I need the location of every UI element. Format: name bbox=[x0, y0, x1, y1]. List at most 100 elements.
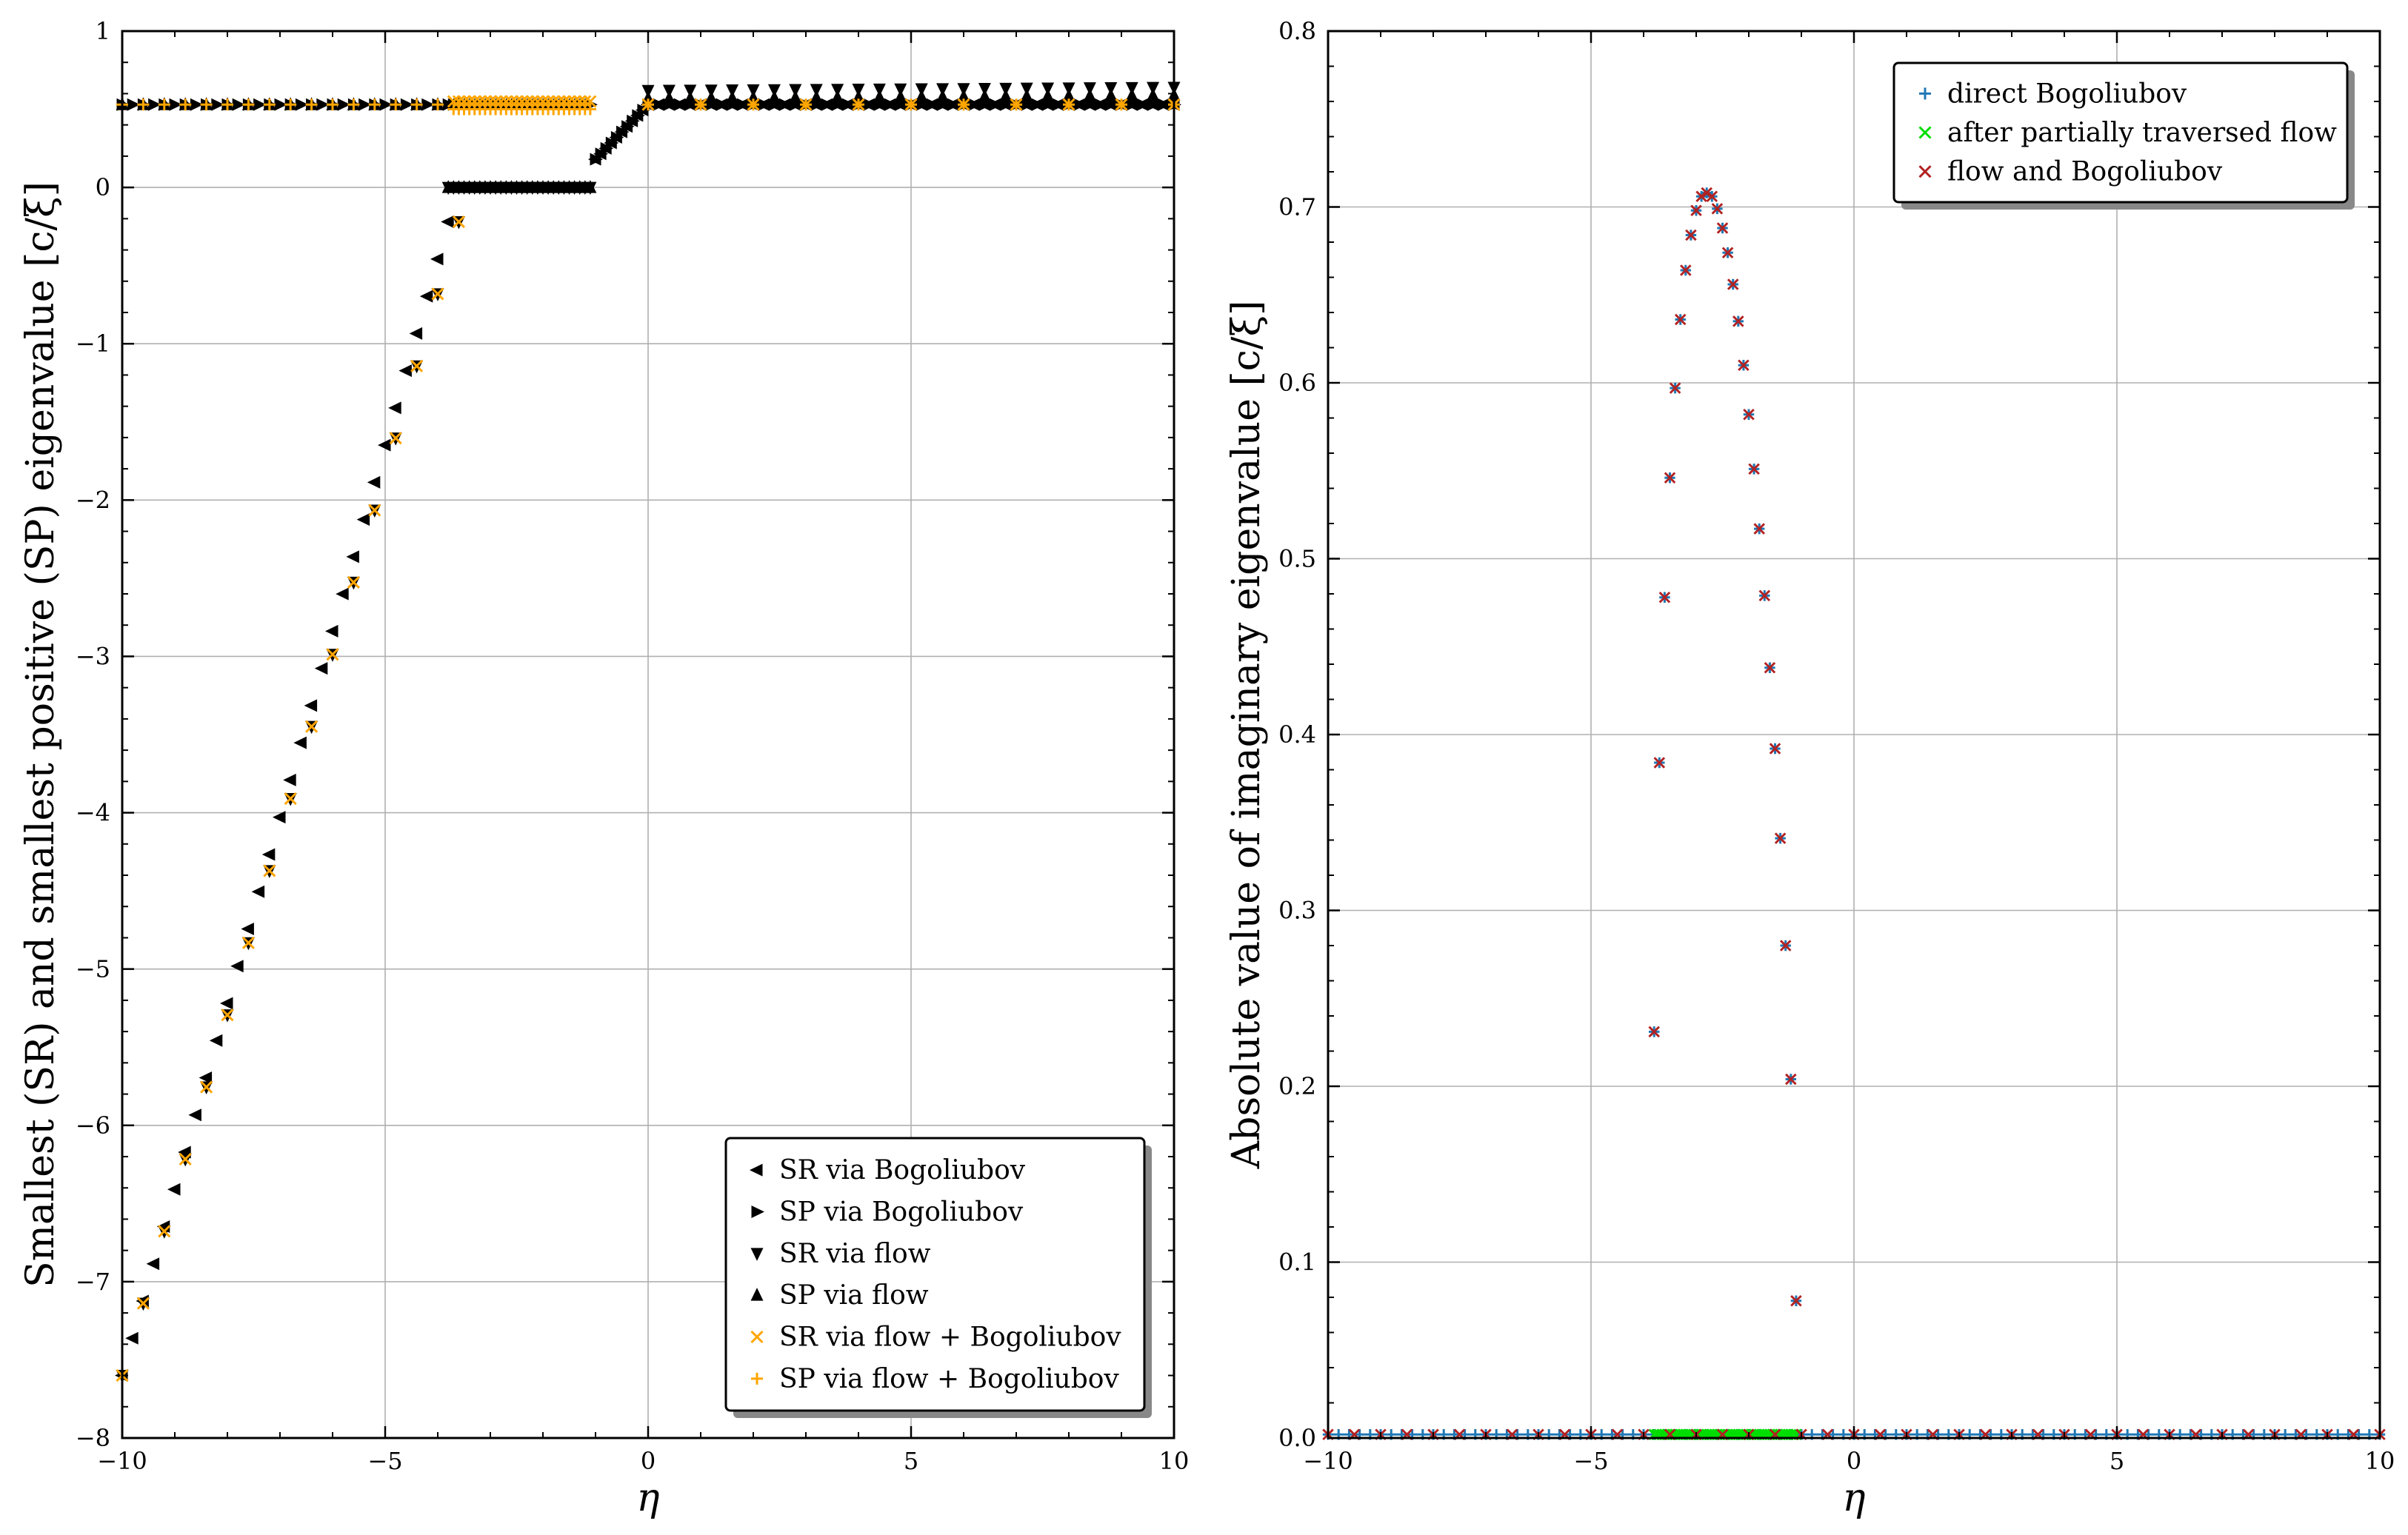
data-point-sp-via-bogoliubov bbox=[1158, 98, 1171, 111]
data-point-sp-via-flow bbox=[584, 180, 597, 193]
left-y-tick-label: 1 bbox=[96, 17, 110, 45]
data-point-sp-via-bogoliubov bbox=[253, 98, 267, 111]
data-point-sp-via-bogoliubov bbox=[316, 98, 330, 111]
right-y-tick-label: 0.3 bbox=[1278, 897, 1316, 925]
right-y-axis-label: Absolute value of imaginary eigenvalue [… bbox=[1224, 301, 1269, 1170]
data-point-flow-and-bogoliubov bbox=[1706, 190, 1718, 203]
left-y-axis-label: Smallest (SR) and smallest positive (SP)… bbox=[19, 181, 63, 1288]
data-point-sp-via-flow-bogoliubov bbox=[284, 98, 297, 111]
data-point-sp-via-bogoliubov bbox=[1147, 98, 1161, 111]
data-point-flow-and-bogoliubov bbox=[1732, 315, 1744, 327]
data-point-sr-via-bogoliubov bbox=[378, 438, 391, 452]
data-point-sp-via-bogoliubov bbox=[884, 98, 898, 111]
data-point-sr-via-bogoliubov bbox=[304, 699, 318, 712]
data-point-flow-and-bogoliubov bbox=[1743, 408, 1755, 421]
data-point-sr-via-flow-bogoliubov bbox=[368, 504, 381, 517]
data-point-sr-via-bogoliubov bbox=[430, 253, 444, 266]
data-point-sp-via-flow bbox=[831, 90, 844, 103]
data-point-sp-via-flow bbox=[999, 88, 1013, 102]
data-point-sp-via-flow bbox=[1062, 88, 1075, 101]
data-point-sr-via-flow-bogoliubov bbox=[473, 95, 487, 108]
data-point-sr-via-flow-bogoliubov bbox=[578, 95, 592, 108]
left-y-tick-label: −7 bbox=[76, 1268, 110, 1296]
data-point-flow-and-bogoliubov bbox=[1648, 1026, 1661, 1038]
data-point-sp-via-flow-bogoliubov bbox=[642, 98, 654, 111]
right-y-tick-label: 0.8 bbox=[1278, 17, 1316, 45]
data-point-sp-via-bogoliubov bbox=[947, 98, 961, 111]
data-point-sr-via-bogoliubov bbox=[325, 624, 338, 638]
data-point-sr-via-flow-bogoliubov bbox=[389, 432, 402, 445]
data-point-sr-via-flow-bogoliubov bbox=[410, 359, 424, 372]
data-point-sp-via-flow bbox=[873, 89, 886, 103]
data-point-flow-and-bogoliubov bbox=[1679, 264, 1692, 276]
data-point-sp-via-bogoliubov bbox=[968, 98, 982, 111]
data-point-sr-via-bogoliubov bbox=[367, 475, 381, 489]
data-point-sp-via-flow bbox=[684, 90, 697, 104]
data-point-sp-via-flow bbox=[810, 90, 823, 103]
data-point-sr-via-bogoliubov bbox=[356, 513, 370, 526]
data-point-sr-via-bogoliubov bbox=[241, 922, 254, 935]
data-point-sp-via-bogoliubov bbox=[1053, 98, 1066, 111]
data-point-sp-via-flow-bogoliubov bbox=[158, 98, 170, 111]
right-x-axis-label: η bbox=[1842, 1476, 1865, 1520]
data-point-sr-via-bogoliubov bbox=[167, 1183, 181, 1196]
data-point-flow-and-bogoliubov bbox=[1716, 222, 1729, 234]
data-point-sp-via-flow bbox=[978, 89, 991, 102]
left-chart-data-marks bbox=[115, 81, 1181, 1383]
data-point-sp-via-bogoliubov bbox=[337, 98, 351, 111]
data-point-sp-via-bogoliubov bbox=[295, 98, 309, 111]
data-point-sp-via-flow bbox=[767, 90, 781, 104]
data-point-sp-via-flow bbox=[1041, 88, 1055, 102]
legend-label-sr-via-bogoliubov: SR via Bogoliubov bbox=[779, 1155, 1026, 1185]
legend-marker-sr-via-bogoliubov bbox=[750, 1163, 763, 1177]
data-point-sr-via-bogoliubov bbox=[125, 1331, 139, 1345]
data-point-sr-via-bogoliubov bbox=[419, 290, 433, 303]
data-point-sr-via-flow-bogoliubov bbox=[452, 215, 465, 229]
data-point-sp-via-flow-bogoliubov bbox=[432, 98, 444, 111]
data-point-sr-via-flow-bogoliubov bbox=[158, 1225, 171, 1238]
legend-marker-sp-via-bogoliubov bbox=[751, 1205, 764, 1218]
left-y-tick-label: −5 bbox=[76, 955, 110, 983]
right-y-tick-label: 0.4 bbox=[1278, 720, 1316, 749]
data-point-sr-via-bogoliubov bbox=[199, 1071, 213, 1084]
data-point-flow-and-bogoliubov bbox=[1664, 472, 1676, 484]
data-point-sr-via-flow-bogoliubov bbox=[489, 95, 502, 108]
left-y-tick-label: −4 bbox=[76, 799, 110, 827]
right-y-tick-label: 0.2 bbox=[1278, 1072, 1316, 1100]
data-point-sp-via-flow-bogoliubov bbox=[179, 98, 192, 111]
left-x-tick-label: −5 bbox=[367, 1447, 402, 1475]
right-chart-panel: −10 −5 0 5 10 0.0 0.1 0.2 0.3 0.4 0.5 0.6 0.7 0.8 η A… bbox=[1224, 17, 2395, 1520]
left-y-tick-label: −1 bbox=[76, 330, 110, 358]
legend-label-sr-via-flow: SR via flow bbox=[779, 1239, 931, 1269]
legend-marker-after-partially-traversed-flow bbox=[1918, 126, 1932, 139]
data-point-sp-via-flow-bogoliubov bbox=[800, 98, 812, 111]
right-y-tick-label: 0.5 bbox=[1278, 545, 1316, 573]
right-legend-box bbox=[1892, 61, 2349, 204]
data-point-flow-and-bogoliubov bbox=[1758, 589, 1771, 602]
data-point-sp-via-flow bbox=[1020, 88, 1033, 102]
data-point-flow-and-bogoliubov bbox=[1685, 229, 1697, 241]
data-point-sr-via-flow-bogoliubov bbox=[347, 575, 360, 589]
left-legend-box bbox=[724, 1137, 1146, 1412]
data-point-sp-via-bogoliubov bbox=[1084, 98, 1098, 111]
data-point-sp-via-bogoliubov bbox=[127, 98, 141, 111]
data-point-flow-and-bogoliubov bbox=[1674, 313, 1687, 326]
data-point-sp-via-bogoliubov bbox=[653, 98, 667, 111]
data-point-sr-via-flow-bogoliubov bbox=[263, 864, 276, 877]
data-point-sp-via-bogoliubov bbox=[716, 98, 730, 111]
data-point-sr-via-flow-bogoliubov bbox=[478, 95, 492, 108]
left-chart-panel: −10 −5 0 5 10−8−7−6−5−4−3−2−101 η Smallest (… bbox=[19, 17, 1189, 1520]
data-point-sp-via-flow-bogoliubov bbox=[390, 98, 402, 111]
left-y-tick-label: −2 bbox=[76, 486, 110, 514]
data-point-sr-via-flow-bogoliubov bbox=[562, 95, 576, 108]
right-y-tick-label: 0.6 bbox=[1278, 369, 1316, 397]
data-point-flow-and-bogoliubov bbox=[1738, 359, 1750, 372]
data-point-flow-and-bogoliubov bbox=[1658, 591, 1671, 603]
data-point-sp-via-flow-bogoliubov bbox=[137, 98, 150, 111]
data-point-sp-via-bogoliubov bbox=[926, 98, 940, 111]
data-point-sr-via-bogoliubov bbox=[441, 215, 454, 229]
data-point-sp-via-bogoliubov bbox=[148, 98, 161, 111]
data-point-sr-via-flow-bogoliubov bbox=[241, 936, 255, 949]
data-point-sp-via-flow-bogoliubov bbox=[958, 98, 970, 111]
data-point-sr-via-flow-bogoliubov bbox=[221, 1009, 234, 1022]
